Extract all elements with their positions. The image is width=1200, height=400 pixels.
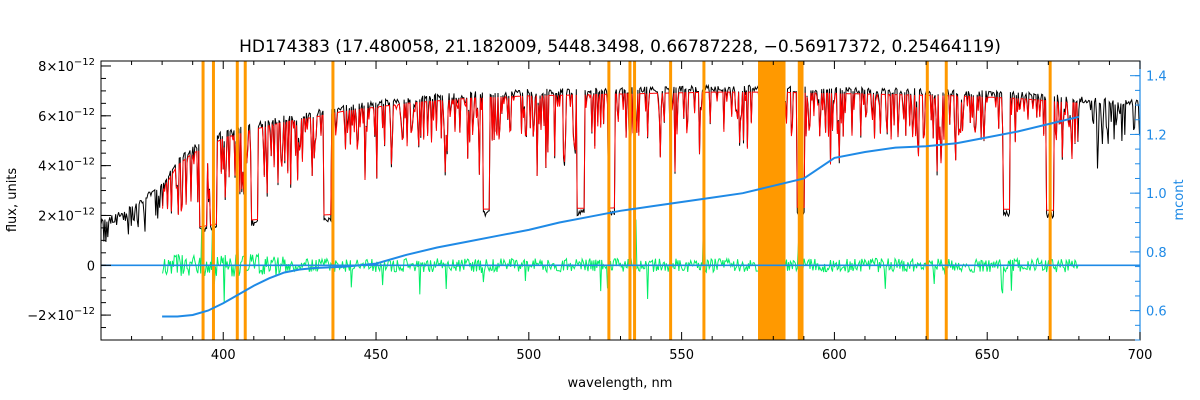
y-tick-label: 6×10−12 — [38, 107, 95, 125]
chart-title: HD174383 (17.480058, 21.182009, 5448.349… — [239, 37, 1001, 57]
masked-band — [758, 61, 786, 340]
y-axis-label: flux, units — [5, 168, 20, 233]
y-right-tick-label: 0.8 — [1146, 246, 1167, 261]
observed-spectrum-line — [101, 83, 1140, 243]
y-tick-label: 0 — [87, 259, 95, 274]
y-tick-label: 4×10−12 — [38, 157, 95, 175]
y-tick-label: 8×10−12 — [38, 57, 95, 75]
x-tick-label: 550 — [669, 348, 694, 363]
x-tick-label: 650 — [975, 348, 1000, 363]
y-tick-label: 2×10−12 — [38, 206, 95, 224]
y-right-tick-label: 1.0 — [1146, 187, 1167, 202]
y-right-tick-label: 1.4 — [1146, 70, 1167, 85]
continuum-fit-line — [162, 115, 1080, 318]
plot-frame — [100, 60, 1141, 341]
residual-line — [162, 217, 1079, 303]
x-tick-label: 600 — [822, 348, 847, 363]
y-axis-right: 1.4 1.2 1.0 0.8 0.6 — [1130, 70, 1167, 341]
y-tick-label: −2×10−12 — [27, 306, 95, 324]
y-right-tick-label: 1.2 — [1146, 128, 1167, 143]
x-tick-label: 450 — [364, 348, 389, 363]
x-tick-label: 400 — [211, 348, 236, 363]
y-axis-right-label: mcont — [1172, 179, 1187, 220]
model-spectrum-line — [162, 91, 1079, 228]
x-axis-label: wavelength, nm — [568, 376, 673, 391]
y-axis-left: 8×10−12 6×10−12 4×10−12 2×10−12 0 −2×10−12 — [27, 57, 111, 341]
plot-area — [101, 61, 1140, 340]
x-tick-label: 700 — [1128, 348, 1153, 363]
x-axis: 400 450 500 550 600 650 700 — [100, 61, 1153, 363]
x-tick-label: 500 — [516, 348, 541, 363]
y-right-tick-label: 0.6 — [1146, 305, 1167, 320]
